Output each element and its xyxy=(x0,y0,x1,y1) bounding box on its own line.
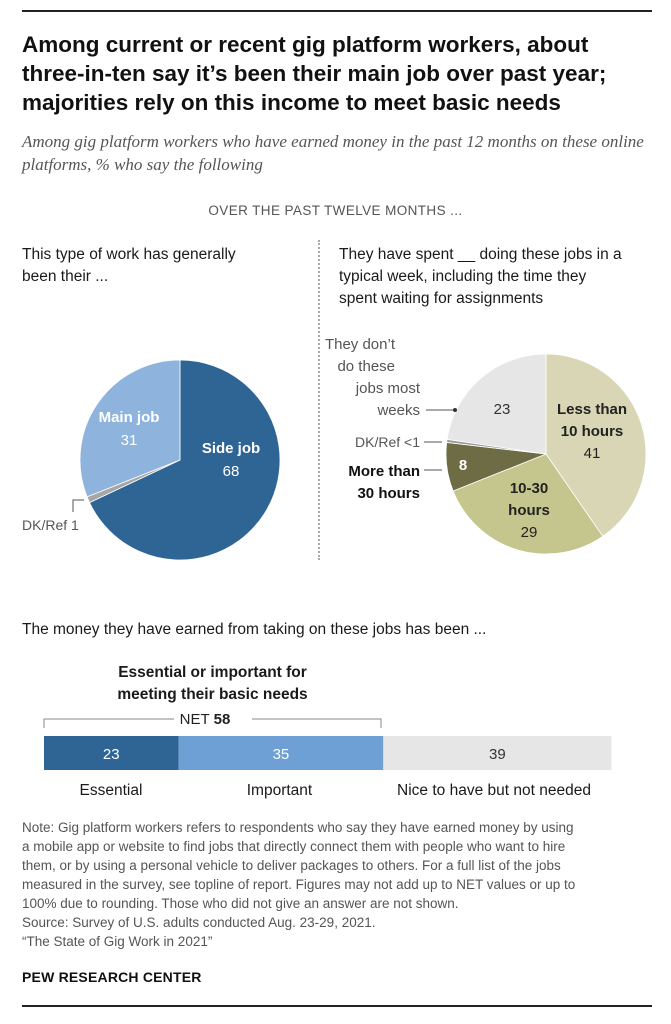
bar-category-labels: Essential Important Nice to have but not… xyxy=(0,782,671,806)
mid-label-line1: 10-30 xyxy=(510,480,548,497)
less-value: 41 xyxy=(584,445,601,462)
section-header: OVER THE PAST TWELVE MONTHS ... xyxy=(208,203,463,218)
category-nice-to-have: Nice to have but not needed xyxy=(397,782,591,799)
chart-title: Among current or recent gig platform wor… xyxy=(22,32,607,115)
left-panel-label: This type of work has generally been the… xyxy=(22,246,236,285)
net-label: NET 58 xyxy=(180,711,231,728)
pew-brand: PEW RESEARCH CENTER xyxy=(22,969,202,985)
less-label-line1: Less than xyxy=(557,401,627,418)
right-pie-slice-they-don-t-do-these-jobs-most-weeks xyxy=(446,353,547,455)
bar-value-nice-to-have-but-not-needed: 39 xyxy=(489,746,506,763)
left-pie-slice-main-job xyxy=(79,359,181,498)
money-bar-chart: NET 58 23 35 39 xyxy=(43,711,612,770)
main-job-label: Main job xyxy=(99,409,160,426)
category-important: Important xyxy=(246,782,313,799)
money-label: The money they have earned from taking o… xyxy=(22,621,487,638)
more-value: 8 xyxy=(459,457,467,474)
dont-leader-dot xyxy=(453,408,457,412)
bar-essential xyxy=(44,736,179,770)
category-essential: Essential xyxy=(79,782,143,799)
right-panel-label: They have spent __ doing these jobs in a… xyxy=(339,246,622,307)
more-label-line1: More than xyxy=(348,463,420,480)
bar-nice-to-have-but-not-needed xyxy=(383,736,612,770)
net-bracket-left xyxy=(43,718,174,728)
side-job-label: Side job xyxy=(202,440,260,457)
main-job-value: 31 xyxy=(121,432,138,449)
dont-label-line4: weeks xyxy=(376,402,420,419)
right-pie-chart: They don’t do these jobs most weeks 23 L… xyxy=(325,336,647,555)
dont-value: 23 xyxy=(494,401,511,418)
less-label-line2: 10 hours xyxy=(561,423,624,440)
right-dkref-label: DK/Ref <1 xyxy=(355,434,420,450)
net-bracket-right xyxy=(252,718,382,728)
top-rule xyxy=(22,10,652,12)
bar-important xyxy=(178,736,384,770)
mid-value: 29 xyxy=(521,524,538,541)
left-pie-slice-side-job xyxy=(88,359,281,561)
net-title: Essential or important for meeting their… xyxy=(117,664,308,703)
mid-label-line2: hours xyxy=(508,502,550,519)
right-pie-slice-less-than-10-hours xyxy=(545,353,647,537)
bar-value-essential: 23 xyxy=(103,746,120,763)
chart-subtitle: Among gig platform workers who have earn… xyxy=(22,132,644,174)
bottom-rule xyxy=(22,1005,652,1007)
left-dkref-label: DK/Ref 1 xyxy=(22,517,79,533)
panel-divider xyxy=(318,240,320,560)
more-label-line2: 30 hours xyxy=(357,485,420,502)
right-pie-slice-10-30-hours xyxy=(452,453,604,555)
left-pie-chart: Main job 31 Side job 68 DK/Ref 1 xyxy=(22,359,281,561)
dont-label-line1: They don’t xyxy=(325,336,396,353)
note-text: Note: Gig platform workers refers to res… xyxy=(22,820,576,949)
left-dkref-leader xyxy=(72,499,84,512)
bar-value-important: 35 xyxy=(273,746,290,763)
dont-label-line2: do these xyxy=(337,358,395,375)
dont-label-line3: jobs most xyxy=(355,380,421,397)
side-job-value: 68 xyxy=(223,463,240,480)
